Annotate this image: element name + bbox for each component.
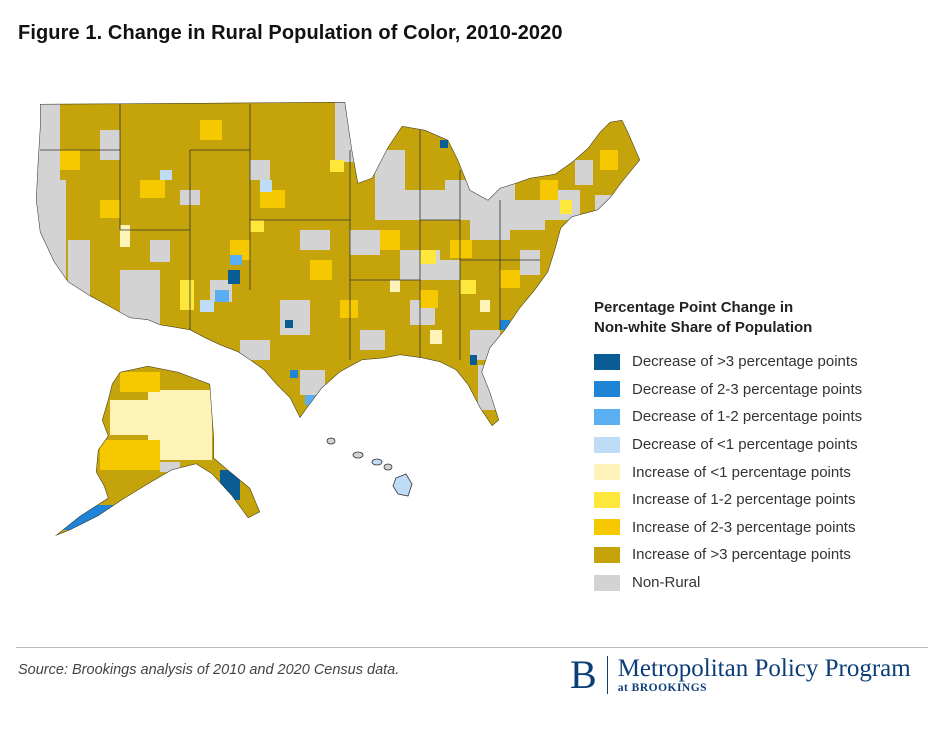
legend-item: Increase of <1 percentage points [594, 458, 924, 486]
brand-text: Metropolitan Policy Program at BROOKINGS [617, 655, 911, 695]
legend-item: Increase of 1-2 percentage points [594, 486, 924, 514]
legend-label: Increase of 2-3 percentage points [632, 518, 856, 536]
map [36, 102, 640, 536]
figure-title: Figure 1. Change in Rural Population of … [18, 22, 563, 44]
legend-label: Decrease of 2-3 percentage points [632, 380, 863, 398]
logo-divider [606, 656, 608, 694]
legend-swatch [594, 436, 620, 453]
brookings-logo: B Metropolitan Policy Program at BROOKIN… [570, 655, 911, 695]
legend-swatch [594, 381, 620, 398]
alaska [55, 366, 260, 536]
footer-divider [16, 647, 928, 648]
legend-title-line1: Percentage Point Change in [594, 299, 794, 316]
legend-item: Decrease of >3 percentage points [594, 348, 924, 376]
brookings-b-logo-icon: B [570, 652, 597, 697]
program-name: Metropolitan Policy Program [617, 655, 911, 682]
legend-label: Increase of >3 percentage points [632, 546, 851, 564]
legend-label: Decrease of 1-2 percentage points [632, 408, 863, 426]
legend-swatch [594, 491, 620, 508]
map-legend: Percentage Point Change in Non-white Sha… [594, 298, 924, 596]
legend-item: Decrease of <1 percentage points [594, 431, 924, 459]
legend-item: Decrease of 1-2 percentage points [594, 403, 924, 431]
legend-item: Increase of 2-3 percentage points [594, 514, 924, 542]
program-affiliation: at BROOKINGS [617, 682, 708, 694]
legend-label: Decrease of <1 percentage points [632, 436, 858, 454]
legend-label: Non-Rural [632, 574, 701, 592]
legend-label: Decrease of >3 percentage points [632, 353, 858, 371]
legend-swatch [594, 464, 620, 481]
legend-label: Increase of 1-2 percentage points [632, 491, 856, 509]
legend-swatch [594, 353, 620, 370]
legend-title: Percentage Point Change in Non-white Sha… [594, 298, 924, 338]
legend-items: Decrease of >3 percentage points Decreas… [594, 348, 924, 596]
legend-swatch [594, 546, 620, 563]
legend-swatch [594, 519, 620, 536]
legend-swatch [594, 408, 620, 425]
legend-item: Non-Rural [594, 569, 924, 597]
legend-swatch [594, 574, 620, 591]
hawaii [326, 437, 413, 497]
legend-item: Decrease of 2-3 percentage points [594, 376, 924, 404]
legend-title-line2: Non-white Share of Population [594, 319, 813, 336]
source-note: Source: Brookings analysis of 2010 and 2… [18, 662, 400, 678]
legend-item: Increase of >3 percentage points [594, 541, 924, 569]
legend-label: Increase of <1 percentage points [632, 463, 851, 481]
